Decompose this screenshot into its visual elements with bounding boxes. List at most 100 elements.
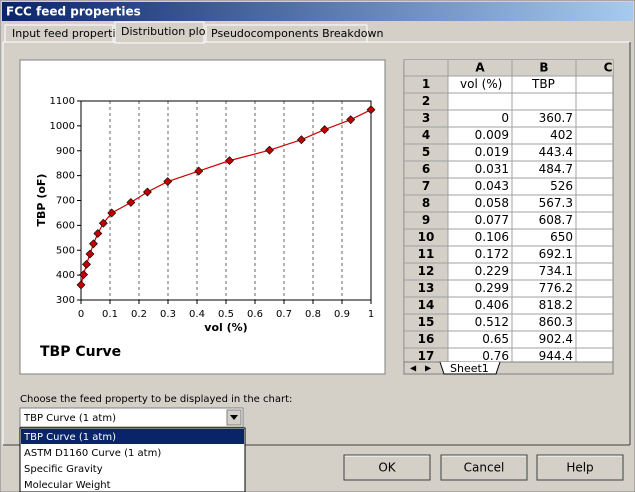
tab[interactable]: [205, 24, 368, 43]
sheet-tab-bar: [403, 361, 614, 375]
column-header: C: [604, 61, 613, 75]
data-point: [85, 249, 95, 259]
dropdown-option[interactable]: TBP Curve (1 atm): [23, 432, 116, 443]
button[interactable]: [343, 454, 431, 481]
dropdown-arrow: [230, 415, 238, 420]
dropdown[interactable]: [19, 407, 244, 428]
tab[interactable]: [4, 24, 114, 43]
cell: 0.077: [475, 213, 509, 227]
cell: 0.65: [482, 332, 509, 346]
y-tick-label: 700: [56, 196, 75, 207]
cell: 0.229: [475, 264, 509, 278]
cell: 818.2: [539, 298, 573, 312]
data-point: [142, 187, 152, 197]
cell: 360.7: [539, 111, 573, 125]
x-tick-label: 0.8: [305, 309, 321, 320]
tab-label[interactable]: Distribution plots: [121, 25, 216, 38]
tab-label[interactable]: Input feed properties: [12, 27, 128, 40]
y-axis-label: TBP (oF): [35, 174, 48, 227]
tab-label[interactable]: Pseudocomponents Breakdown: [211, 27, 383, 40]
cell: 860.3: [539, 315, 573, 329]
cell: 0.512: [475, 315, 509, 329]
y-tick-label: 1100: [50, 96, 75, 107]
data-point: [225, 156, 234, 166]
x-axis-label: vol (%): [204, 321, 247, 334]
cell: 650: [550, 230, 573, 244]
button[interactable]: [440, 454, 528, 481]
row-header: 1: [422, 77, 430, 91]
cell: 0.106: [475, 230, 509, 244]
y-tick-label: 500: [56, 245, 75, 256]
button-label[interactable]: Help: [566, 461, 593, 475]
cell: 0.299: [475, 281, 509, 295]
cell: 0.031: [475, 162, 509, 176]
row-header: 17: [418, 349, 435, 363]
cell: 484.7: [539, 162, 573, 176]
button-label[interactable]: OK: [378, 461, 396, 475]
y-tick-label: 600: [56, 220, 75, 231]
title-bar: [2, 2, 633, 21]
row-header: 9: [422, 213, 430, 227]
x-tick-label: 1: [368, 309, 374, 320]
sheet-tab[interactable]: [439, 361, 501, 375]
data-point: [320, 125, 330, 135]
y-tick-label: 300: [56, 295, 75, 306]
cell: 0: [501, 111, 509, 125]
row-header: 3: [422, 111, 430, 125]
cell: 944.4: [539, 349, 573, 363]
data-point: [346, 115, 356, 125]
cell: 0.019: [475, 145, 509, 159]
row-header: 6: [422, 162, 430, 176]
cell: 692.1: [539, 247, 573, 261]
x-tick-label: 0.5: [218, 309, 234, 320]
data-point: [76, 280, 86, 290]
row-header: 13: [418, 281, 435, 295]
sheet-tab-label[interactable]: Sheet1: [450, 362, 489, 375]
row-header: 2: [422, 94, 430, 108]
cell: 567.3: [539, 196, 573, 210]
option-highlight[interactable]: [21, 429, 244, 444]
data-point: [107, 208, 117, 218]
chooser-label: Choose the feed property to be displayed…: [20, 394, 292, 405]
dropdown-option[interactable]: Specific Gravity: [24, 464, 103, 475]
x-tick-label: 0.6: [247, 309, 263, 320]
cell: 0.172: [475, 247, 509, 261]
row-header: 5: [422, 145, 430, 159]
tab-active[interactable]: [114, 21, 205, 44]
cell: 0.043: [475, 179, 509, 193]
x-tick-label: 0.3: [160, 309, 176, 320]
row-header: 14: [418, 298, 435, 312]
column-header: B: [539, 61, 548, 75]
data-point: [296, 135, 306, 145]
data-point: [265, 145, 274, 155]
row-header: 7: [422, 179, 430, 193]
row-header: 8: [422, 196, 430, 210]
dropdown-option[interactable]: ASTM D1160 Curve (1 atm): [24, 448, 161, 459]
data-point: [163, 177, 173, 186]
cell: 608.7: [539, 213, 573, 227]
scroll-arrow[interactable]: ▶: [425, 364, 432, 373]
data-point: [98, 218, 108, 228]
data-point: [89, 239, 98, 249]
y-tick-label: 800: [56, 171, 75, 182]
data-point: [194, 166, 204, 176]
header-cell: vol (%): [460, 77, 502, 91]
row-header: 16: [418, 332, 435, 346]
button[interactable]: [536, 454, 624, 481]
cell: 526: [550, 179, 573, 193]
data-point: [126, 198, 136, 207]
dropdown-value[interactable]: TBP Curve (1 atm): [23, 413, 116, 424]
scroll-arrow[interactable]: ◀: [410, 364, 417, 373]
data-point: [366, 105, 376, 115]
x-tick-label: 0.4: [189, 309, 205, 320]
chart-title: TBP Curve: [40, 344, 121, 360]
cell: 0.058: [475, 196, 509, 210]
data-point: [82, 259, 91, 269]
button-label[interactable]: Cancel: [464, 461, 505, 475]
column-header: A: [475, 61, 485, 75]
window-title: FCC feed properties: [6, 5, 141, 19]
row-header: 11: [418, 247, 435, 261]
x-tick-label: 0.7: [276, 309, 292, 320]
dropdown-option[interactable]: Molecular Weight: [24, 480, 111, 491]
